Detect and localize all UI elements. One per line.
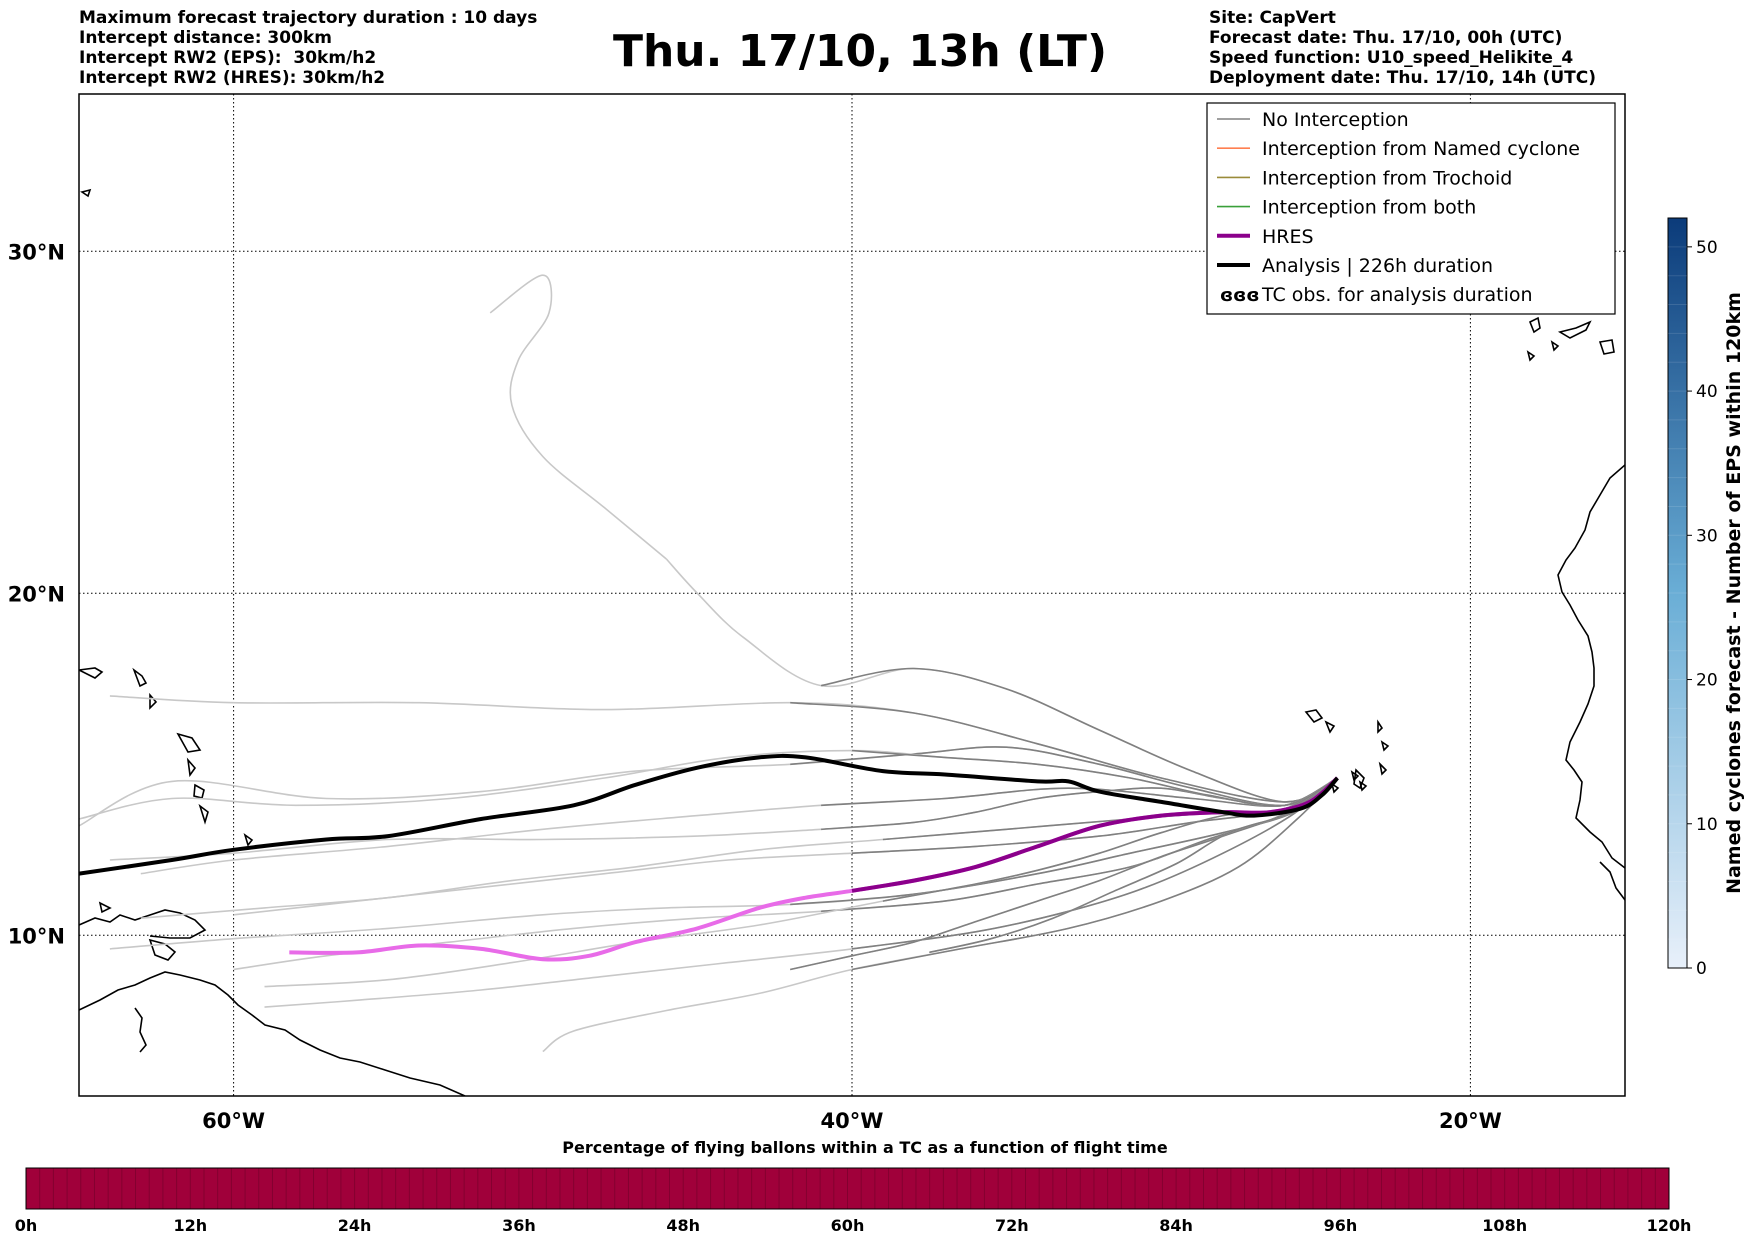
legend-label: Interception from Trochoid	[1262, 167, 1512, 189]
legend-item: Interception from both	[1217, 197, 1476, 219]
header-info-right: Site: CapVert Forecast date: Thu. 17/10,…	[1209, 8, 1596, 88]
coast-africa-bays	[1599, 861, 1625, 901]
header-line-intercept-distance: Intercept distance: 300km	[79, 28, 332, 48]
header-line-rw2-eps: Intercept RW2 (EPS): 30km/h2	[79, 48, 377, 68]
page-title: Thu. 17/10, 13h (LT)	[612, 26, 1108, 77]
eps-member-line-early	[790, 701, 1338, 803]
colorbar-bottom-tick-label: 72h	[995, 1216, 1029, 1235]
colorbar-bottom-tick-label: 24h	[338, 1216, 372, 1235]
colorbar-bottom-tick-label: 0h	[15, 1216, 38, 1235]
header-line-speed-function: Speed function: U10_speed_Helikite_4	[1209, 48, 1574, 68]
colorbar-bottom-tick-label: 108h	[1482, 1216, 1527, 1235]
coast-cape-verde-2	[1324, 720, 1336, 734]
lat-tick-label: 10°N	[8, 924, 65, 948]
coast-island-i	[98, 901, 112, 914]
coast-island-b	[132, 667, 148, 688]
colorbar-right-bar	[1667, 217, 1688, 969]
lat-tick-label: 20°N	[8, 582, 65, 606]
eps-member-line-early	[851, 777, 1338, 971]
colorbar-bottom-tick-label: 48h	[666, 1216, 700, 1235]
eps-member-line	[489, 274, 668, 560]
coast-cape-verde-9	[1353, 768, 1365, 790]
colorbar-right-tick-label: 10	[1696, 815, 1718, 835]
legend-box	[1206, 102, 1616, 315]
colorbar-right-tick-label: 20	[1696, 671, 1718, 691]
colorbar-bottom-label: Percentage of flying ballons within a TC…	[562, 1138, 1168, 1157]
legend-item: Interception from Named cyclone	[1217, 138, 1580, 160]
coast-cape-verde-1	[1304, 709, 1324, 724]
coast-caribbean-north	[79, 909, 207, 939]
colorbar-bottom-tick-label: 60h	[831, 1216, 865, 1235]
colorbar-bottom-tick-label: 96h	[1324, 1216, 1358, 1235]
legend-label: HRES	[1262, 226, 1314, 248]
plot-frame	[78, 93, 1626, 1097]
legend-item: HRES	[1217, 226, 1314, 248]
legend-item: ɞɞɞ TC obs. for analysis duration	[1220, 284, 1533, 306]
coast-island-a	[79, 667, 104, 679]
eps-member-line-early	[790, 777, 1338, 906]
lat-tick-label: 30°N	[8, 240, 65, 264]
legend-label: Interception from Named cyclone	[1262, 138, 1580, 160]
colorbar-bottom-tick-label: 36h	[502, 1216, 536, 1235]
colorbar-bottom-bar	[25, 1167, 1670, 1210]
tc-symbol-icon: ɞɞɞ	[1220, 285, 1260, 306]
lon-tick-label: 20°W	[1439, 1109, 1502, 1133]
coast-west-africa	[1557, 464, 1625, 869]
lon-tick-label: 60°W	[202, 1109, 265, 1133]
coastlines	[79, 188, 1625, 1096]
header-line-site: Site: CapVert	[1209, 8, 1336, 28]
colorbar-bottom-tick-label: 120h	[1647, 1216, 1692, 1235]
legend-item: Analysis | 226h duration	[1217, 255, 1493, 277]
coast-cape-verde-5	[1378, 761, 1388, 776]
colorbar-flight-time: Percentage of flying ballons within a TC…	[15, 1138, 1692, 1235]
eps-member-line-early	[851, 749, 1338, 807]
lon-tick-label: 40°W	[821, 1109, 884, 1133]
legend-label: No Interception	[1262, 109, 1409, 131]
colorbar-right-tick-label: 40	[1696, 382, 1718, 402]
legend-label: TC obs. for analysis duration	[1261, 284, 1533, 306]
coast-canary-3	[1598, 339, 1615, 355]
coast-island-h	[243, 832, 254, 847]
analysis-trajectory	[79, 753, 1339, 876]
coast-cape-verde-7	[1330, 782, 1340, 794]
axis-tick-labels: 60°W 40°W 20°W 10°N 20°N 30°N	[8, 240, 1502, 1133]
coast-canary-5	[1526, 350, 1536, 362]
colorbar-right-tick-label: 30	[1696, 526, 1718, 546]
analysis-line	[79, 753, 1339, 876]
legend-label: Analysis | 226h duration	[1262, 255, 1493, 277]
legend-item: Interception from Trochoid	[1217, 167, 1512, 189]
eps-member-line-early	[851, 777, 1338, 950]
coast-canary-4	[1550, 340, 1560, 352]
header-line-duration: Maximum forecast trajectory duration : 1…	[79, 8, 538, 28]
coast-canary-2	[1557, 320, 1592, 339]
colorbar-right-tick-label: 50	[1696, 238, 1718, 258]
coast-cape-verde-3	[1377, 719, 1384, 734]
colorbar-bottom-tick-label: 12h	[173, 1216, 207, 1235]
legend-label: Interception from both	[1262, 197, 1476, 219]
coast-island-j	[80, 188, 92, 198]
colorbar-named-cyclones: 0 10 20 30 40 50 Named cyclones forecast - Nu…	[1667, 217, 1745, 979]
colorbar-bottom-tick-label: 84h	[1159, 1216, 1193, 1235]
header-info-left: Maximum forecast trajectory duration : 1…	[79, 8, 537, 88]
header-line-rw2-hres: Intercept RW2 (HRES): 30km/h2	[79, 68, 386, 88]
coast-guyana	[134, 1007, 147, 1053]
colorbar-right-label: Named cyclones forecast - Number of EPS …	[1723, 292, 1745, 894]
coast-canary-1	[1528, 316, 1541, 334]
coast-trinidad	[148, 938, 177, 961]
header-line-deployment-date: Deployment date: Thu. 17/10, 14h (UTC)	[1209, 68, 1596, 88]
legend: No Interception Interception from Named c…	[1206, 102, 1616, 315]
eps-member-line-early	[929, 777, 1338, 954]
legend-item: No Interception	[1217, 109, 1409, 131]
coast-island-f	[193, 783, 205, 799]
coast-cape-verde-4	[1380, 740, 1390, 752]
eps-member-line-early	[790, 777, 1338, 971]
coast-south-america	[79, 971, 466, 1096]
coast-island-g	[198, 803, 209, 825]
header-line-forecast-date: Forecast date: Thu. 17/10, 00h (UTC)	[1209, 28, 1563, 48]
colorbar-right-tick-label: 0	[1696, 959, 1707, 979]
coast-island-e	[186, 757, 197, 778]
hres-line-early	[851, 776, 1339, 893]
coast-island-d	[176, 732, 202, 753]
